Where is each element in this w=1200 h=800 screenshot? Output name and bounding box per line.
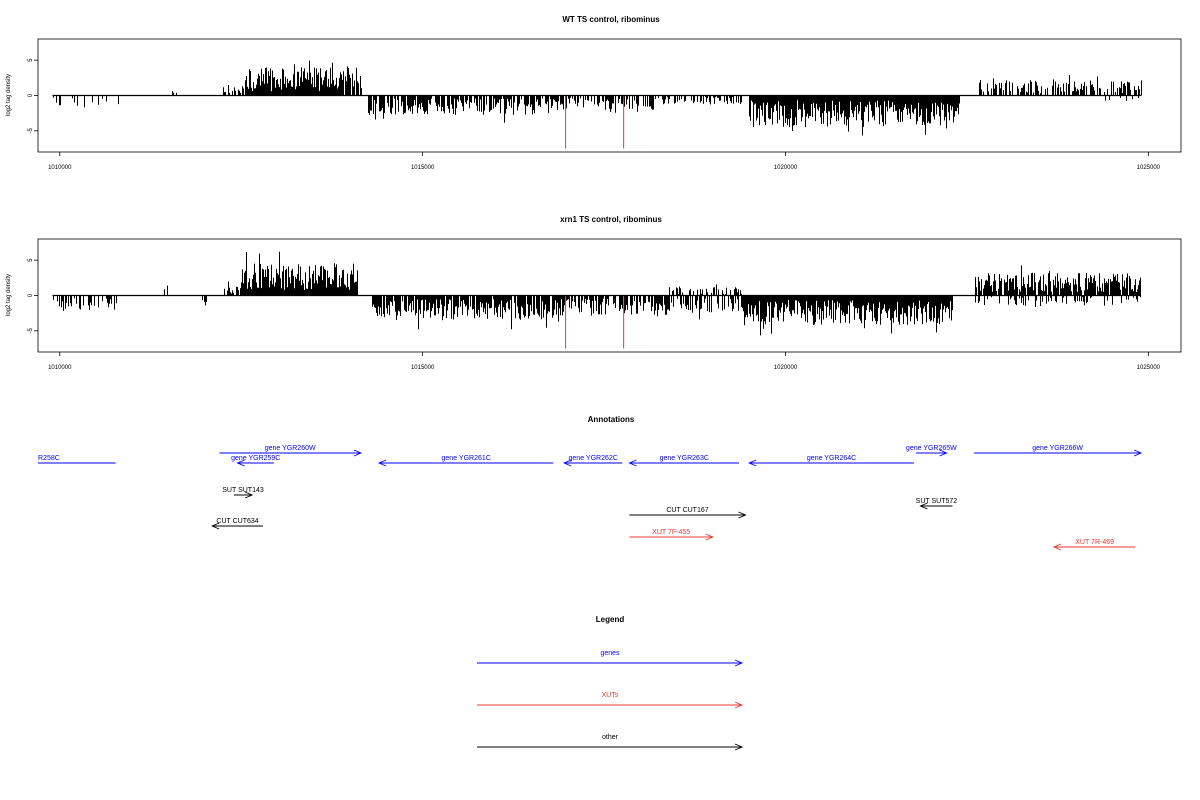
- annotation-gene-ygr260w: gene YGR260W: [219, 445, 363, 457]
- arrow-right-icon: [738, 511, 747, 519]
- x-tick-label: 1025000: [1137, 165, 1161, 171]
- legend-label: other: [602, 734, 619, 741]
- arrow-left-icon: [748, 459, 757, 467]
- xrn1-coverage-bars: [53, 251, 1141, 349]
- annotation-label: gene YGR261C: [442, 455, 491, 462]
- wt-coverage-bars: [53, 60, 1142, 149]
- legend-item-xuts: XUTs: [477, 692, 744, 709]
- xrn1-panel-title: xrn1 TS control, ribominus: [560, 215, 662, 224]
- annotation-gene-ygr261c: gene YGR261C: [377, 455, 554, 467]
- annotation-sut-sut572: SUT SUT572: [916, 498, 958, 510]
- annotation-gene-ygr264c: gene YGR264C: [748, 455, 914, 467]
- wt-x-axis: 1010000 1015000 1020000 1025000: [48, 152, 1161, 171]
- annotation-label: gene YGR264C: [807, 455, 856, 462]
- legend-item-genes: genes: [477, 650, 744, 667]
- annotation-label: CUT CUT167: [666, 507, 708, 514]
- x-tick-label: 1010000: [48, 365, 72, 371]
- annotation-gene-ygr265w: gene YGR265W: [906, 445, 957, 457]
- legend-label: XUTs: [602, 692, 619, 699]
- annotation-sut-sut143: SUT SUT143: [222, 487, 264, 499]
- annotation-r258c: R258C: [38, 455, 116, 464]
- annotation-gene-ygr259c: gene YGR259C: [231, 455, 280, 467]
- x-tick-label: 1010000: [48, 165, 72, 171]
- legend-panel: Legend genes XUTs other: [477, 615, 744, 751]
- annotation-label: gene YGR262C: [569, 455, 618, 462]
- wt-coverage-panel: WT TS control, ribominus log2 tag densit…: [6, 15, 1182, 171]
- x-tick-label: 1020000: [774, 365, 798, 371]
- xrn1-coverage-panel: xrn1 TS control, ribominus log2 tag dens…: [6, 215, 1182, 371]
- annotation-label: SUT SUT572: [916, 498, 958, 505]
- arrow-left-icon: [919, 502, 928, 510]
- y-tick-label: 0: [28, 293, 34, 297]
- annotation-label: XUT 7F-455: [652, 529, 690, 536]
- annotation-cut-cut634: CUT CUT634: [211, 518, 263, 530]
- annotation-gene-ygr263c: gene YGR263C: [628, 455, 740, 467]
- arrow-right-icon: [734, 659, 744, 667]
- annotation-label: gene YGR266W: [1032, 445, 1083, 452]
- legend-title: Legend: [596, 615, 625, 624]
- x-tick-label: 1015000: [411, 165, 435, 171]
- annotation-label: gene YGR259C: [231, 455, 280, 462]
- x-tick-label: 1015000: [411, 365, 435, 371]
- arrow-right-icon: [734, 743, 744, 751]
- x-tick-label: 1025000: [1137, 365, 1161, 371]
- arrow-right-icon: [939, 449, 948, 457]
- y-tick-label: 5: [28, 58, 34, 62]
- annotations-panel: Annotations R258C gene YGR260W gene YGR259…: [38, 415, 1143, 551]
- xrn1-y-axis-label: log2 tag density: [6, 274, 12, 316]
- annotation-label: CUT CUT634: [216, 518, 258, 525]
- arrow-right-icon: [705, 533, 715, 541]
- annotations-title: Annotations: [588, 415, 635, 424]
- annotation-xut-7r-469: XUT 7R-469: [1052, 539, 1136, 551]
- arrow-right-icon: [1133, 449, 1143, 457]
- arrow-right-icon: [734, 701, 744, 709]
- annotation-label: XUT 7R-469: [1075, 539, 1114, 546]
- arrow-left-icon: [236, 459, 245, 467]
- annotation-xut-7f-455: XUT 7F-455: [629, 529, 715, 541]
- xrn1-x-axis: 1010000 1015000 1020000 1025000: [48, 352, 1161, 371]
- y-tick-label: 5: [28, 258, 34, 262]
- x-tick-label: 1020000: [774, 165, 798, 171]
- annotation-features: R258C gene YGR260W gene YGR259C gene YGR261…: [38, 445, 1143, 551]
- annotation-label: SUT SUT143: [222, 487, 264, 494]
- y-tick-label: -5: [28, 327, 34, 333]
- arrow-right-icon: [353, 449, 363, 457]
- annotation-cut-cut167: CUT CUT167: [629, 507, 747, 519]
- annotation-gene-ygr262c: gene YGR262C: [563, 455, 623, 467]
- legend-label: genes: [600, 650, 620, 657]
- annotation-label: gene YGR265W: [906, 445, 957, 452]
- annotation-label: gene YGR263C: [660, 455, 709, 462]
- arrow-left-icon: [628, 459, 637, 467]
- arrow-left-icon: [1052, 543, 1062, 551]
- coverage-bar-path: [53, 251, 1141, 336]
- annotation-label: gene YGR260W: [265, 445, 316, 452]
- y-tick-label: 0: [28, 93, 34, 97]
- annotation-gene-ygr266w: gene YGR266W: [974, 445, 1143, 457]
- wt-panel-title: WT TS control, ribominus: [562, 15, 660, 24]
- arrow-left-icon: [377, 459, 387, 467]
- y-tick-label: -5: [28, 127, 34, 133]
- wt-y-axis-label: log2 tag density: [6, 74, 12, 116]
- arrow-right-icon: [244, 491, 254, 499]
- coverage-bar-path: [53, 60, 1142, 136]
- legend-items: genes XUTs other: [477, 650, 744, 751]
- arrow-left-icon: [563, 459, 572, 467]
- annotation-label: R258C: [38, 455, 60, 462]
- arrow-left-icon: [211, 522, 220, 530]
- xrn1-y-axis: -5 0 5: [28, 258, 38, 333]
- legend-item-other: other: [477, 734, 744, 751]
- wt-y-axis: -5 0 5: [28, 58, 38, 133]
